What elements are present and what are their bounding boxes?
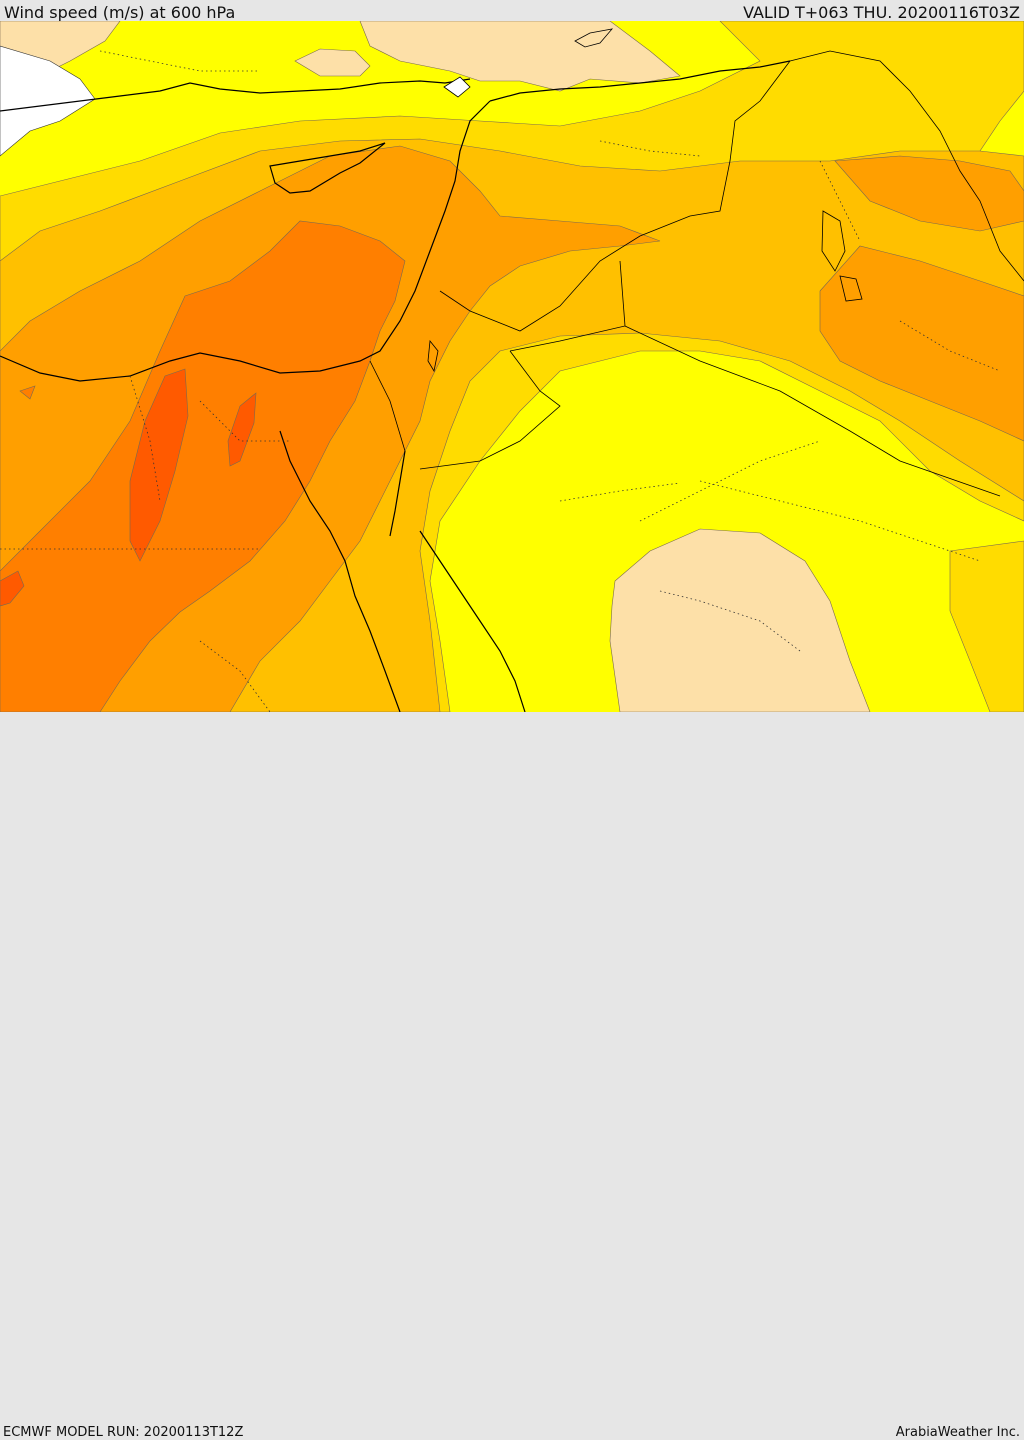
political-borders (369, 50, 1024, 497)
wind-band-gold (949, 540, 1024, 712)
header-bar: Wind speed (m/s) at 600 hPa VALID T+063 … (0, 0, 1024, 22)
wind-band-light (359, 21, 681, 92)
wind-speed-map (0, 21, 1024, 712)
map-title: Wind speed (m/s) at 600 hPa (4, 3, 236, 22)
lake-marker (839, 275, 863, 302)
lake-marker (574, 28, 614, 48)
footer-bar: ECMWF MODEL RUN: 20200113T12Z ArabiaWeat… (0, 712, 1024, 1440)
credit-label: ArabiaWeather Inc. (895, 1425, 1020, 1440)
wind-band-orange (819, 245, 1024, 442)
lake-marker (427, 339, 439, 373)
map-canvas (0, 21, 1024, 712)
wind-band-red-orange (227, 392, 257, 467)
wind-band-orange (834, 155, 1024, 232)
wind-band-red-orange (129, 368, 189, 562)
wind-band-red-orange (0, 570, 25, 607)
internal-boundaries (0, 50, 1001, 712)
lake-marker (821, 210, 846, 272)
wind-band-light (609, 528, 871, 712)
map-blank-region (0, 45, 96, 157)
wind-band-light (294, 48, 371, 77)
lake-marker (443, 76, 471, 98)
model-run: ECMWF MODEL RUN: 20200113T12Z (3, 1425, 244, 1440)
wind-band-dark-orange (19, 385, 36, 400)
valid-time: VALID T+063 THU. 20200116T03Z (743, 3, 1020, 22)
wind-band-dark-orange (0, 220, 406, 712)
